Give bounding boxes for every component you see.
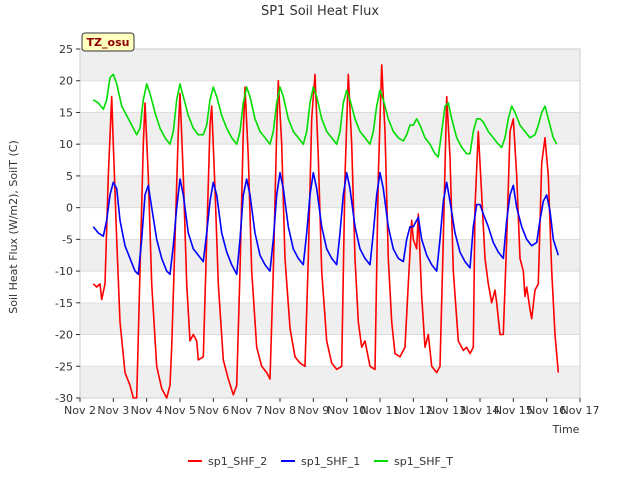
timezone-badge: TZ_osu (81, 32, 135, 52)
grid-band (80, 112, 580, 145)
chart-title: SP1 Soil Heat Flux (261, 4, 379, 19)
x-tick-label: Nov 13 (427, 404, 466, 417)
y-tick-label: 20 (59, 75, 73, 88)
x-tick-label: Nov 4 (131, 404, 163, 417)
x-tick-label: Nov 15 (494, 404, 533, 417)
grid-band (80, 80, 580, 113)
x-tick-label: Nov 5 (164, 404, 196, 417)
grid-band (80, 207, 580, 240)
grid-band (80, 366, 580, 398)
legend-label: sp1_SHF_2 (208, 455, 267, 468)
x-tick-label: Nov 10 (327, 404, 366, 417)
y-tick-label: 5 (66, 170, 73, 183)
grid-band (80, 175, 580, 208)
x-tick-label: Nov 16 (527, 404, 566, 417)
grid-band (80, 334, 580, 367)
y-tick-label: 10 (59, 138, 73, 151)
x-tick-label: Nov 14 (461, 404, 500, 417)
legend-label: sp1_SHF_1 (301, 455, 360, 468)
x-tick-label: Nov 3 (97, 404, 129, 417)
y-tick-label: -5 (62, 233, 73, 246)
x-axis-label: Time (552, 423, 580, 436)
series-line-sp1_SHF_T (92, 73, 558, 158)
series-lines (92, 64, 560, 399)
y-tick-label: 0 (66, 202, 73, 215)
legend: sp1_SHF_2 sp1_SHF_1 sp1_SHF_T (188, 455, 453, 468)
timezone-badge-label: TZ_osu (87, 36, 130, 49)
x-axis-ticks: Nov 2 Nov 3 Nov 4 Nov 5 Nov 6 Nov 7 Nov 8 Nov 9… (64, 398, 599, 417)
x-tick-label: Nov 11 (361, 404, 400, 417)
y-tick-label: 25 (59, 43, 73, 56)
grid-band (80, 49, 580, 81)
y-axis-label: Soil Heat Flux (W/m2), SoilT (C) (7, 140, 20, 313)
x-tick-label: Nov 17 (561, 404, 600, 417)
plot-frame (79, 48, 581, 399)
x-tick-label: Nov 7 (231, 404, 263, 417)
y-tick-label: -25 (55, 360, 73, 373)
x-tick-label: Nov 2 (64, 404, 96, 417)
y-tick-label: -15 (55, 297, 73, 310)
y-tick-label: -20 (55, 329, 73, 342)
x-tick-label: Nov 6 (197, 404, 229, 417)
x-tick-label: Nov 9 (297, 404, 329, 417)
y-tick-label: -10 (55, 265, 73, 278)
legend-label: sp1_SHF_T (394, 455, 453, 468)
x-tick-label: Nov 8 (264, 404, 296, 417)
series-line-sp1_SHF_1 (92, 171, 560, 276)
x-tick-label: Nov 12 (394, 404, 433, 417)
y-axis-ticks: -30 -25 -20 -15 -10 -5 0 5 10 15 20 25 (55, 43, 80, 405)
y-tick-label: 15 (59, 106, 73, 119)
series-line-sp1_SHF_2 (92, 64, 560, 399)
grid-band (80, 144, 580, 176)
y-tick-label: -30 (55, 392, 73, 405)
